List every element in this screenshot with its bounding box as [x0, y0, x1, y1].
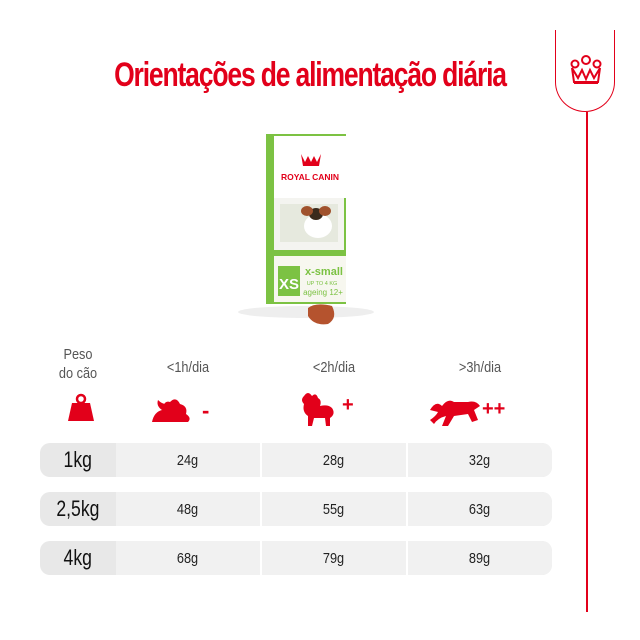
- cell-high: 32g: [408, 443, 552, 477]
- weight-header: Peso do cão: [46, 345, 111, 383]
- activity-symbol-low: -: [202, 398, 210, 423]
- weight-header-line2: do cão: [58, 365, 98, 382]
- crown-logo: [301, 154, 321, 166]
- weight-note: UP TO 4 KG: [307, 281, 338, 287]
- row-weight: 2,5kg: [56, 496, 100, 521]
- cell-high: 89g: [408, 541, 552, 575]
- cell-low: 24g: [116, 443, 260, 477]
- activity-header-high: >3h/dia: [458, 359, 502, 376]
- brand-label: ROYAL CANIN: [281, 172, 339, 182]
- cell-medium: 28g: [262, 443, 406, 477]
- activity-symbol-medium: +: [342, 394, 354, 416]
- row-weight: 4kg: [63, 545, 93, 570]
- activity-header-low: <1h/dia: [166, 359, 210, 376]
- activity-header-medium: <2h/dia: [312, 359, 356, 376]
- activity-symbol-high: ++: [482, 398, 506, 420]
- cell-low: 48g: [116, 492, 260, 526]
- product-name: x-small: [305, 266, 343, 278]
- cell-medium: 79g: [262, 541, 406, 575]
- crown-icon: [570, 55, 602, 84]
- weight-scale-icon: [68, 393, 94, 428]
- weight-header-line1: Peso: [63, 346, 93, 363]
- decorative-red-line: [586, 112, 588, 612]
- table-row: 2,5kg 48g 55g 63g: [40, 492, 552, 526]
- cell-high: 63g: [408, 492, 552, 526]
- cell-medium: 55g: [262, 492, 406, 526]
- walking-dog-icon: [298, 390, 340, 433]
- row-weight: 1kg: [63, 447, 93, 472]
- table-row: 4kg 68g 79g 89g: [40, 541, 552, 575]
- product-bag-image: ROYAL CANIN XS x-small UP TO 4 KG ageing…: [236, 132, 376, 332]
- royal-canin-crown-badge: [555, 30, 615, 112]
- cell-low: 68g: [116, 541, 260, 575]
- size-badge: XS: [279, 276, 299, 293]
- resting-dog-icon: [148, 392, 196, 431]
- table-row: 1kg 24g 28g 32g: [40, 443, 552, 477]
- page-title: Orientações de alimentação diária: [114, 56, 507, 94]
- variant-label: ageing 12+: [303, 288, 343, 297]
- running-dog-icon: [428, 392, 482, 437]
